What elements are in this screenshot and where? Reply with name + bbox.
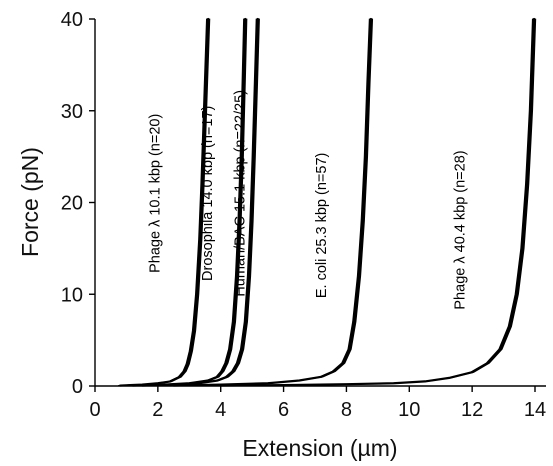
x-ticks: 0 2 4 6 8 10 12 14 <box>89 386 546 421</box>
x-tick-label: 14 <box>524 399 546 421</box>
series-4-trace <box>219 18 534 387</box>
series-4-trace <box>218 18 534 387</box>
y-tick-label: 30 <box>61 101 83 123</box>
x-tick-label: 6 <box>278 399 289 421</box>
x-tick-label: 0 <box>89 399 100 421</box>
series-4-trace <box>219 17 536 387</box>
series-2-curve <box>140 17 260 387</box>
x-tick-label: 4 <box>215 399 226 421</box>
y-tick-label: 40 <box>61 9 83 31</box>
y-ticks: 0 10 20 30 40 <box>61 9 95 398</box>
curve-label-1: Drosophila 14.0 kbp (n=17) <box>200 106 216 281</box>
series-0-curve <box>118 17 211 387</box>
x-tick-label: 8 <box>341 399 352 421</box>
series-3-curve <box>171 17 374 387</box>
series-3-trace <box>174 18 374 387</box>
curve-label-2: Human/BAC 15.1 kbp (n=22/25) <box>232 90 248 297</box>
curve-label-3: E. coli 25.3 kbp (n=57) <box>314 153 330 299</box>
x-tick-label: 10 <box>398 399 420 421</box>
curve-label-0: Phage λ 10.1 kbp (n=20) <box>147 114 163 273</box>
y-tick-label: 20 <box>61 193 83 215</box>
y-axis-title: Force (pN) <box>17 147 43 257</box>
series-0-trace <box>121 18 211 387</box>
curve-label-4: Phage λ 40.4 kbp (n=28) <box>452 150 468 309</box>
series-4-trace <box>220 18 536 387</box>
series-4-curve <box>218 17 537 387</box>
y-tick-label: 10 <box>61 284 83 306</box>
x-tick-label: 12 <box>461 399 483 421</box>
series-4-trace <box>221 18 537 387</box>
curves-layer <box>118 17 537 387</box>
series-2-trace <box>143 18 260 387</box>
x-tick-label: 2 <box>152 399 163 421</box>
x-axis-title: Extension (µm) <box>242 435 397 461</box>
y-tick-label: 0 <box>72 376 83 398</box>
curve-labels: Phage λ 10.1 kbp (n=20) Drosophila 14.0 k… <box>147 90 468 310</box>
